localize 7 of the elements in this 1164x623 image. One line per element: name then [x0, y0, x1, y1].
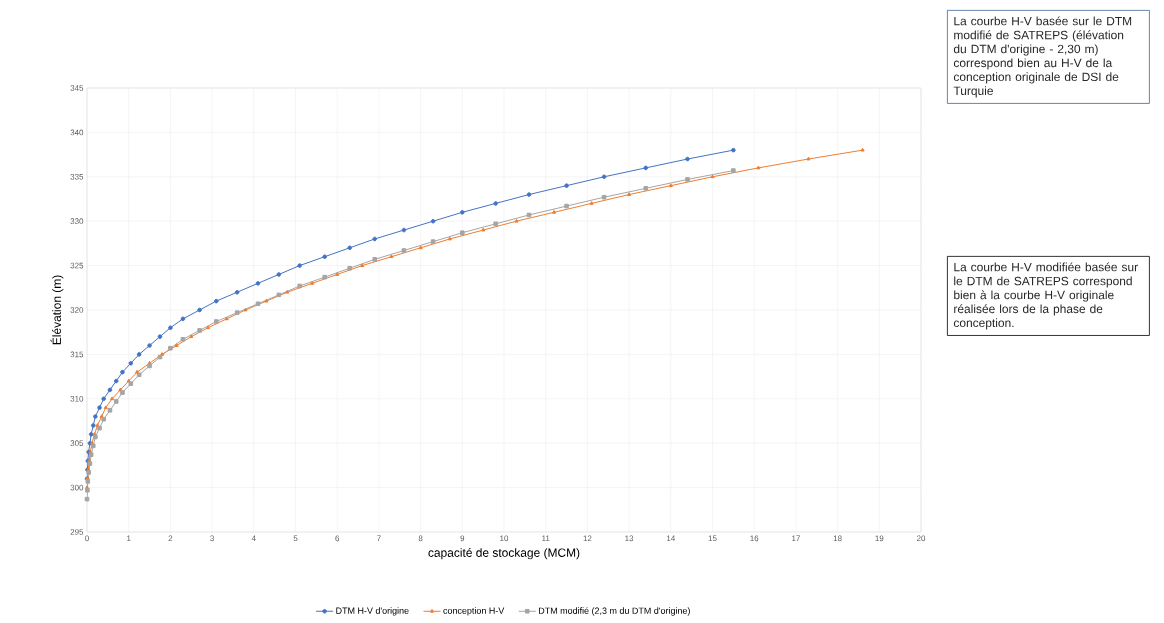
text: La courbe H-V basée sur le DTM modifié de SATREPS (élévation du DTM d'origine - 2,30 m) correspond bien au H-V de la conception originale de DSI de Turquie [953, 16, 1132, 98]
legend-label: DTM modifié (2,3 m du DTM d'origine) [538, 607, 690, 616]
y-axis-title: Élévation (m) [50, 275, 64, 345]
legend-label: conception H-V [443, 607, 505, 616]
legend-label: DTM H-V d'origine [336, 607, 409, 616]
text: La courbe H-V modifiée basée sur le DTM de SATREPS correspond bien à la courbe H-V originale réalisée lors de la phase de conception. [953, 262, 1138, 330]
x-axis-title: capacité de stockage (MCM) [428, 547, 580, 560]
